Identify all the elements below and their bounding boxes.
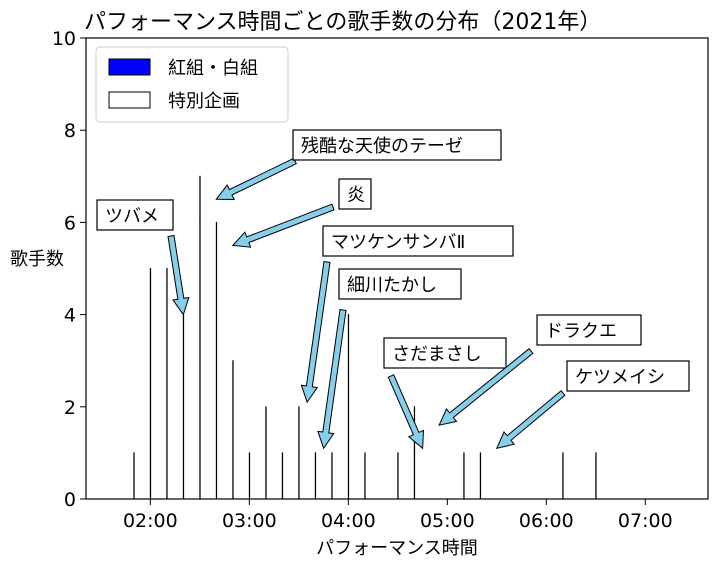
y-tick-label: 10 <box>52 28 76 50</box>
annotation-arrow <box>495 389 566 450</box>
annotation-box <box>566 360 690 392</box>
x-tick-label: 03:00 <box>222 510 277 532</box>
annotation-arrow <box>438 348 534 426</box>
annotation-label: ケツメイシ <box>575 367 665 388</box>
x-tick-label: 07:00 <box>618 510 673 532</box>
chart-title: パフォーマンス時間ごとの歌手数の分布（2021年） <box>84 10 601 35</box>
y-axis-label: 歌手数 <box>10 249 64 270</box>
x-axis: 02:00 03:00 04:00 05:00 06:00 07:00 <box>123 499 673 532</box>
annotation-arrow <box>215 157 297 201</box>
y-tick-label: 0 <box>64 489 76 511</box>
annotation-label: さだまさし <box>392 344 482 365</box>
annotation-arrow <box>167 234 190 316</box>
annotation-box <box>292 129 502 161</box>
y-tick-label: 2 <box>64 397 76 419</box>
annotation-arrow <box>387 374 425 450</box>
x-tick-label: 02:00 <box>123 510 178 532</box>
annotation-box <box>383 337 507 369</box>
legend-swatch-regular <box>108 58 151 76</box>
legend-label-regular: 紅組・白組 <box>168 58 258 79</box>
y-axis: 0 2 4 6 8 10 <box>52 28 86 511</box>
annotation-arrow <box>317 309 347 450</box>
plot-frame <box>85 37 709 500</box>
y-tick-label: 6 <box>64 212 76 234</box>
annotation-label: マツケンサンバⅡ <box>331 232 465 253</box>
annotation-arrow <box>231 203 335 248</box>
legend-label-special: 特別企画 <box>168 91 240 112</box>
legend: 紅組・白組 特別企画 <box>95 46 289 123</box>
annotation-box <box>96 199 174 231</box>
x-tick-label: 05:00 <box>420 510 475 532</box>
y-tick-label: 8 <box>64 120 76 142</box>
annotation-box <box>536 314 642 346</box>
x-axis-label: パフォーマンス時間 <box>316 538 478 559</box>
annotation-label: ツバメ <box>105 206 159 227</box>
annotation-arrow <box>300 261 331 404</box>
y-tick-label: 4 <box>64 305 76 327</box>
x-tick-label: 04:00 <box>321 510 376 532</box>
annotation-box <box>338 268 462 300</box>
x-tick-label: 06:00 <box>519 510 574 532</box>
annotation-label: ドラクエ <box>545 321 617 342</box>
annotation-label: 細川たかし <box>347 275 437 296</box>
annotation-box <box>338 178 372 210</box>
annotation-label: 残酷な天使のテーゼ <box>301 136 463 157</box>
annotation-label: 炎 <box>347 185 365 206</box>
legend-swatch-special <box>108 91 151 109</box>
annotation-box <box>322 225 514 257</box>
